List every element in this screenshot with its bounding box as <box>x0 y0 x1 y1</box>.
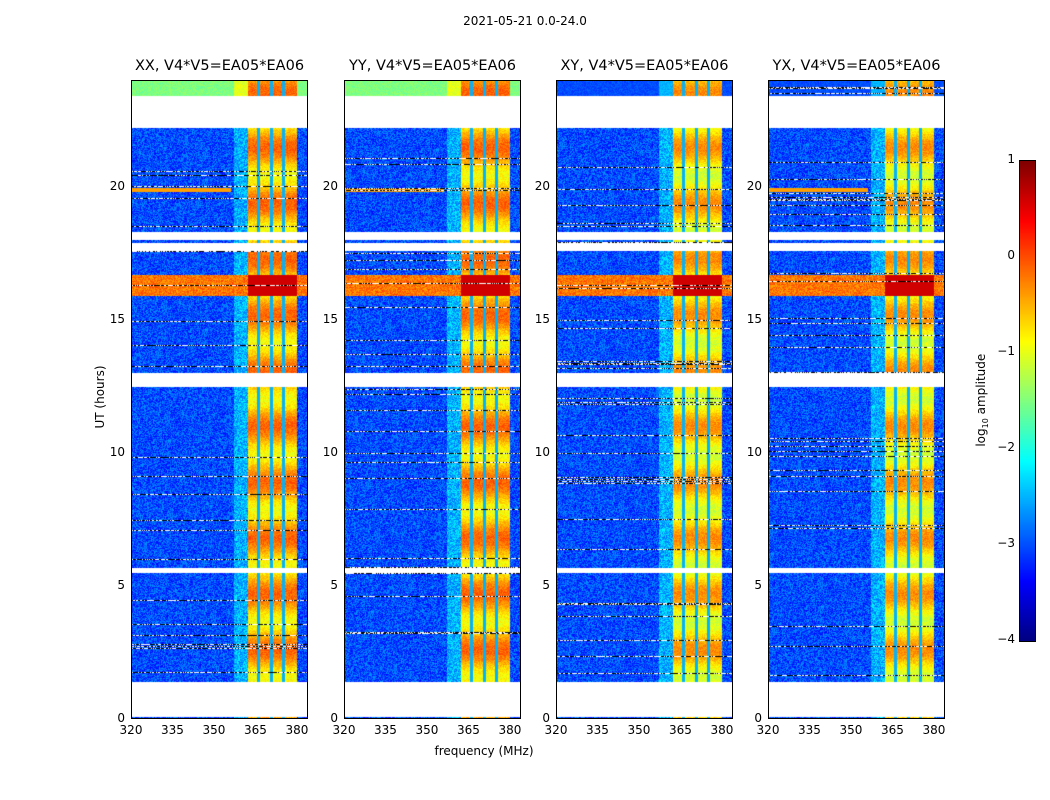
colorbar-tick-label: −4 <box>997 632 1015 646</box>
x-tick-label: 365 <box>881 723 904 737</box>
panel-xx: XX, V4*V5=EA05*EA06 320 335 350 365 380 0 5 10 15… <box>110 58 309 737</box>
colorbar-tick-label: 0 <box>1007 248 1015 262</box>
panel-title: XY, V4*V5=EA05*EA06 <box>560 58 729 74</box>
x-tick-label: 380 <box>922 723 946 737</box>
x-tick-label: 350 <box>839 723 863 737</box>
y-tick-label: 0 <box>330 711 338 725</box>
y-tick-label: 10 <box>746 444 762 459</box>
y-tick-label: 5 <box>754 577 762 592</box>
y-tick-label: 15 <box>322 311 338 326</box>
axes-frame <box>131 80 308 719</box>
y-axis-label: UT (hours) <box>93 365 107 429</box>
y-tick-label: 5 <box>542 577 550 592</box>
y-tick-label: 20 <box>746 178 762 193</box>
x-tick-label: 350 <box>415 723 439 737</box>
x-tick-label: 350 <box>627 723 651 737</box>
axes-frame <box>556 80 733 719</box>
spectrogram-heatmap <box>768 80 945 719</box>
x-tick-label: 365 <box>669 723 692 737</box>
spectrogram-heatmap <box>344 80 521 719</box>
x-tick-label: 335 <box>798 723 821 737</box>
y-tick-label: 10 <box>109 444 125 459</box>
x-tick-label: 380 <box>285 723 309 737</box>
colorbar <box>1019 160 1036 642</box>
colorbar-label: log10 amplitude <box>973 353 991 447</box>
x-tick-label: 335 <box>161 723 184 737</box>
colorbar-tick-label: 1 <box>1007 152 1015 166</box>
x-tick-label: 380 <box>498 723 522 737</box>
colorbar-tick-label: −1 <box>997 344 1015 358</box>
figure-title: 2021-05-21 0.0-24.0 <box>463 14 587 28</box>
x-tick-label: 380 <box>710 723 734 737</box>
x-tick-label: 335 <box>586 723 609 737</box>
colorbar-tick-label: −2 <box>997 440 1015 454</box>
spectrogram-heatmap <box>556 80 733 719</box>
panel-title: YY, V4*V5=EA05*EA06 <box>349 58 516 74</box>
x-tick-label: 320 <box>756 723 780 737</box>
spectrogram-heatmap <box>131 80 308 719</box>
x-tick-label: 320 <box>544 723 568 737</box>
y-tick-label: 0 <box>117 711 125 725</box>
x-tick-label: 350 <box>202 723 226 737</box>
axes-frame <box>768 80 945 719</box>
colorbar-tick-label: −3 <box>997 536 1015 550</box>
x-tick-label: 335 <box>374 723 397 737</box>
x-tick-label: 365 <box>244 723 267 737</box>
y-tick-label: 5 <box>330 577 338 592</box>
panel-xy: XY, V4*V5=EA05*EA06 320 335 350 365 380 0 5 10 15… <box>535 58 734 737</box>
y-tick-label: 0 <box>542 711 550 725</box>
panel-yx: YX, V4*V5=EA05*EA06 320 335 350 365 380 0 5 10 15… <box>747 58 946 737</box>
y-tick-label: 0 <box>754 711 762 725</box>
y-tick-label: 10 <box>534 444 550 459</box>
y-tick-label: 15 <box>109 311 125 326</box>
x-tick-label: 320 <box>332 723 356 737</box>
x-tick-label: 320 <box>119 723 143 737</box>
y-tick-label: 20 <box>322 178 338 193</box>
x-tick-label: 365 <box>457 723 480 737</box>
panel-title: YX, V4*V5=EA05*EA06 <box>772 58 941 74</box>
y-tick-label: 20 <box>534 178 550 193</box>
y-tick-label: 15 <box>746 311 762 326</box>
y-tick-label: 5 <box>117 577 125 592</box>
axes-frame <box>344 80 521 719</box>
y-tick-label: 20 <box>109 178 125 193</box>
y-tick-label: 10 <box>322 444 338 459</box>
y-tick-label: 15 <box>534 311 550 326</box>
x-axis-label: frequency (MHz) <box>434 744 534 758</box>
panel-yy: YY, V4*V5=EA05*EA06 320 335 350 365 380 0 5 10 15… <box>323 58 522 737</box>
panel-title: XX, V4*V5=EA05*EA06 <box>134 58 305 74</box>
